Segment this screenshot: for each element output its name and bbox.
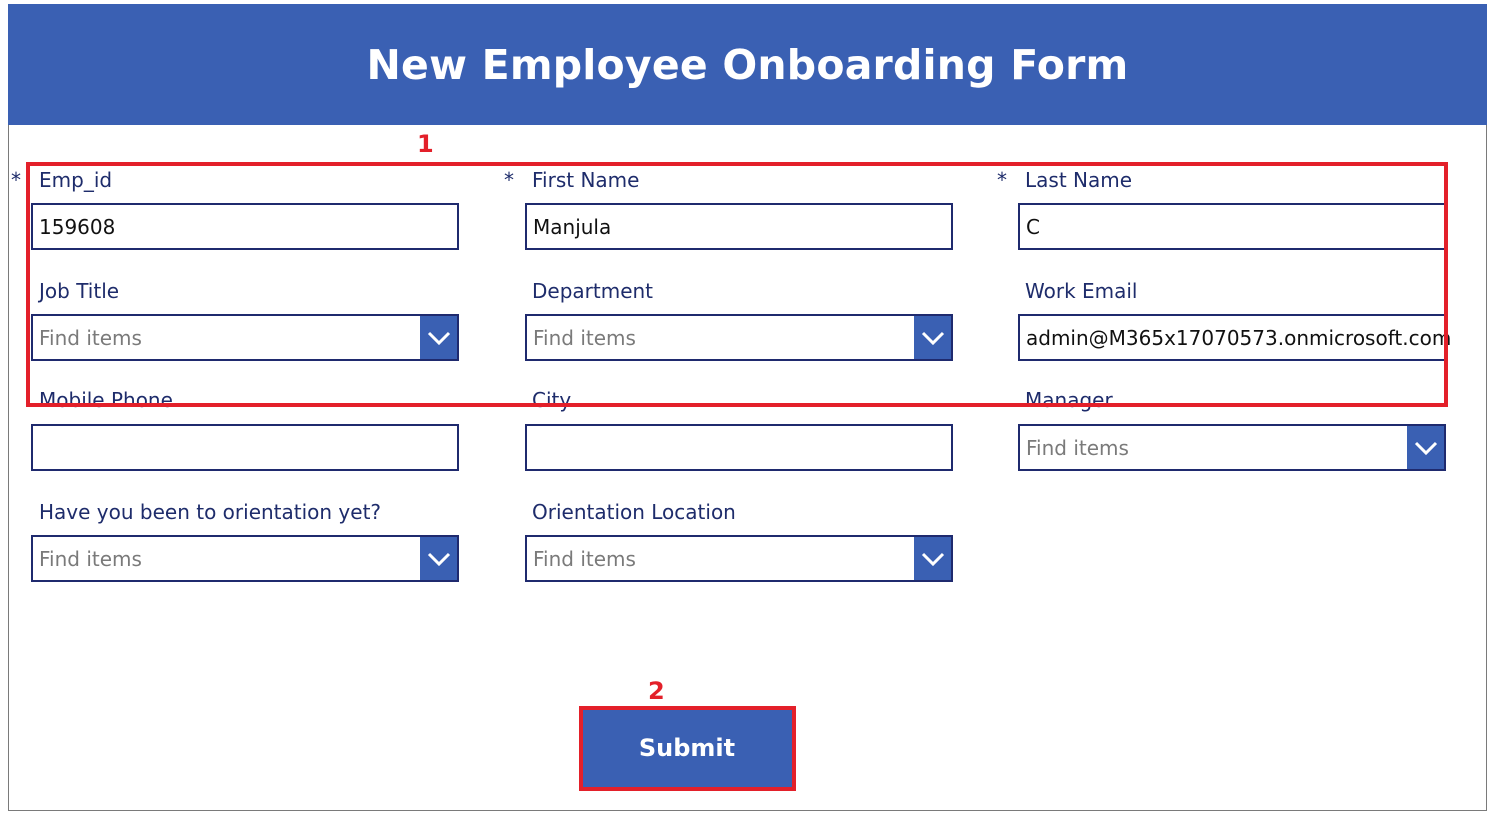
last-name-input[interactable]: C bbox=[1018, 203, 1446, 250]
emp-id-input[interactable]: 159608 bbox=[31, 203, 459, 250]
mobile-phone-label: Mobile Phone bbox=[39, 388, 173, 412]
work-email-input[interactable]: admin@M365x17070573.onmicrosoft.com bbox=[1018, 314, 1451, 361]
job-title-label: Job Title bbox=[39, 279, 120, 303]
work-email-value: admin@M365x17070573.onmicrosoft.com bbox=[1026, 325, 1452, 350]
orientation-label: Have you been to orientation yet? bbox=[39, 500, 382, 524]
mobile-phone-input[interactable] bbox=[31, 424, 459, 471]
manager-placeholder: Find items bbox=[1026, 435, 1129, 460]
last-name-value: C bbox=[1026, 214, 1040, 239]
job-title-dropdown[interactable]: Find items bbox=[31, 314, 459, 361]
emp-id-label: Emp_id bbox=[39, 168, 113, 192]
orientation-location-label: Orientation Location bbox=[532, 500, 736, 524]
city-label: City bbox=[532, 388, 572, 412]
work-email-label: Work Email bbox=[1025, 279, 1138, 303]
callout-number-2: 2 bbox=[648, 677, 665, 705]
form-header: New Employee Onboarding Form bbox=[8, 4, 1487, 125]
job-title-placeholder: Find items bbox=[39, 325, 142, 350]
last-name-label: Last Name bbox=[1025, 168, 1133, 192]
required-marker: * bbox=[11, 168, 21, 192]
orientation-placeholder: Find items bbox=[39, 546, 142, 571]
orientation-dropdown[interactable]: Find items bbox=[31, 535, 459, 582]
city-input[interactable] bbox=[525, 424, 953, 471]
chevron-down-icon[interactable] bbox=[420, 537, 457, 580]
first-name-label: First Name bbox=[532, 168, 640, 192]
chevron-down-icon[interactable] bbox=[1407, 426, 1444, 469]
first-name-value: Manjula bbox=[533, 214, 612, 239]
orientation-location-dropdown[interactable]: Find items bbox=[525, 535, 953, 582]
callout-number-1: 1 bbox=[417, 130, 434, 158]
department-label: Department bbox=[532, 279, 654, 303]
page-title: New Employee Onboarding Form bbox=[366, 40, 1129, 89]
form-screen bbox=[8, 4, 1487, 811]
required-marker: * bbox=[504, 168, 514, 192]
chevron-down-icon[interactable] bbox=[420, 316, 457, 359]
manager-dropdown[interactable]: Find items bbox=[1018, 424, 1446, 471]
submit-button[interactable]: Submit bbox=[582, 709, 792, 787]
orientation-location-placeholder: Find items bbox=[533, 546, 636, 571]
manager-label: Manager bbox=[1025, 388, 1113, 412]
chevron-down-icon[interactable] bbox=[914, 316, 951, 359]
department-placeholder: Find items bbox=[533, 325, 636, 350]
first-name-input[interactable]: Manjula bbox=[525, 203, 953, 250]
emp-id-value: 159608 bbox=[39, 214, 116, 239]
department-dropdown[interactable]: Find items bbox=[525, 314, 953, 361]
required-marker: * bbox=[997, 168, 1007, 192]
chevron-down-icon[interactable] bbox=[914, 537, 951, 580]
